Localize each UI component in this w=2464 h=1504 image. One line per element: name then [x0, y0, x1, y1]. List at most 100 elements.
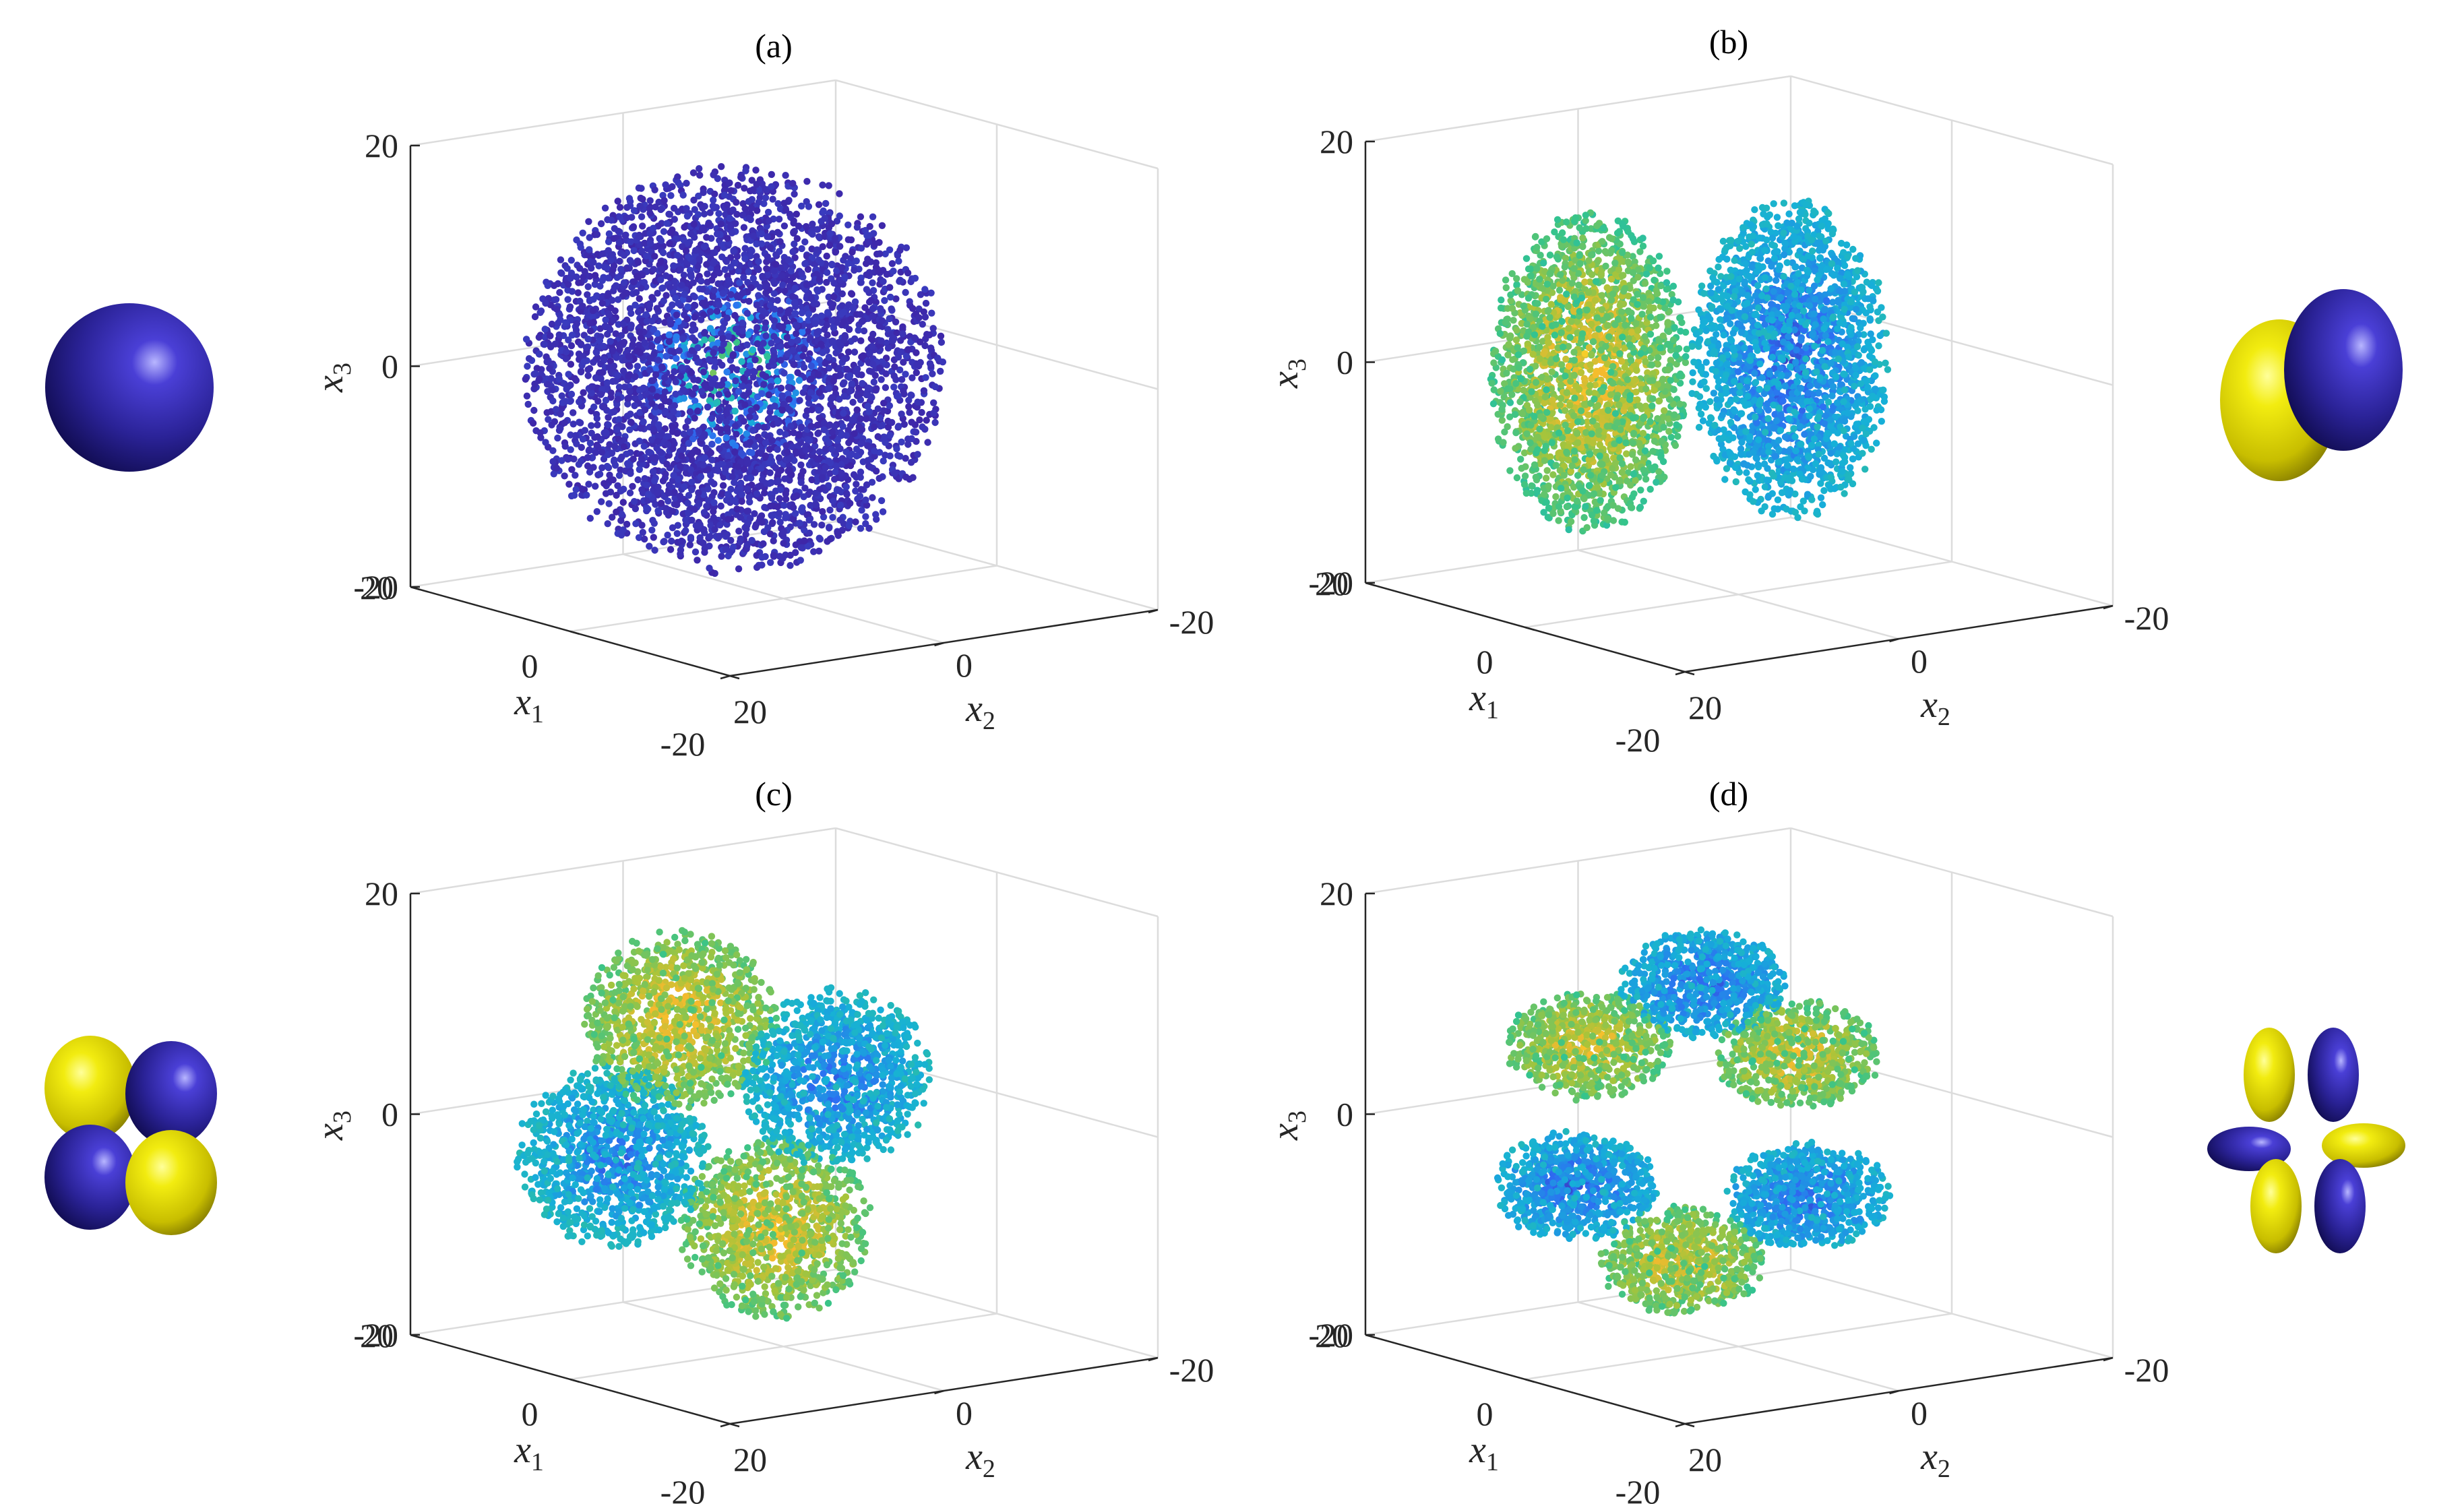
- scatter-point: [641, 536, 648, 542]
- scatter-point: [610, 476, 617, 483]
- scatter-point: [748, 205, 755, 212]
- scatter-point: [733, 431, 739, 437]
- scatter-point: [646, 210, 653, 216]
- scatter-point: [687, 255, 694, 261]
- scatter-point: [725, 491, 732, 498]
- scatter-point: [544, 409, 551, 416]
- scatter-point: [621, 232, 628, 239]
- scatter-point: [655, 356, 662, 363]
- scatter-point: [605, 274, 611, 281]
- scatter-point: [1549, 369, 1556, 375]
- scatter-point: [720, 290, 727, 296]
- scatter-point: [779, 555, 786, 561]
- scatter-point: [830, 293, 837, 300]
- scatter-point: [542, 300, 549, 307]
- scatter-point: [912, 421, 919, 428]
- scatter-point: [696, 500, 702, 507]
- scatter-point: [626, 388, 633, 395]
- scatter-point: [658, 449, 665, 456]
- scatter-point: [627, 239, 634, 245]
- scatter-point: [730, 247, 737, 254]
- scatter-point: [829, 429, 836, 435]
- scatter-point: [737, 174, 744, 181]
- scatter-point: [666, 332, 673, 338]
- scatter-point: [853, 480, 859, 487]
- scatter-point: [625, 353, 632, 360]
- scatter-point: [771, 306, 778, 313]
- scatter-point: [704, 486, 711, 493]
- scatter-point: [836, 445, 843, 452]
- scatter-point: [725, 452, 731, 459]
- scatter-point: [746, 414, 753, 420]
- scatter-point: [880, 458, 887, 464]
- scatter-point: [758, 519, 765, 526]
- scatter-point: [690, 197, 697, 203]
- scatter-point: [788, 339, 795, 346]
- scatter-point: [900, 358, 906, 365]
- scatter-point: [673, 355, 679, 362]
- scatter-point: [648, 527, 655, 534]
- scatter-point: [553, 465, 560, 472]
- scatter-point: [615, 197, 621, 204]
- scatter-point: [526, 355, 532, 362]
- scatter-point: [843, 366, 850, 373]
- scatter-point: [921, 426, 928, 433]
- scatter-point: [673, 501, 680, 508]
- scatter-point: [724, 315, 731, 321]
- scatter-point: [762, 373, 769, 380]
- scatter-point: [667, 284, 673, 290]
- scatter-point: [786, 396, 793, 403]
- scatter-point: [808, 363, 815, 369]
- scatter-point: [651, 546, 658, 553]
- scatter-point: [667, 546, 674, 553]
- scatter-point: [890, 383, 897, 390]
- scatter-point: [787, 552, 794, 559]
- scatter-point: [860, 352, 867, 359]
- scatter-point: [636, 203, 643, 210]
- scatter-point: [638, 456, 645, 462]
- scatter-point: [762, 194, 769, 201]
- scatter-point: [880, 278, 886, 285]
- scatter-point: [739, 327, 745, 334]
- scatter-point: [746, 499, 753, 505]
- scatter-point: [691, 302, 698, 309]
- scatter-point: [745, 519, 751, 526]
- scatter-point: [561, 472, 567, 479]
- scatter-point: [761, 504, 768, 511]
- scatter-point: [828, 394, 835, 401]
- scatter-point: [590, 404, 597, 410]
- scatter-point: [671, 402, 678, 409]
- scatter-point: [732, 408, 739, 414]
- scatter-point: [748, 407, 755, 414]
- scatter-point: [761, 489, 768, 496]
- scatter-point: [647, 197, 654, 204]
- scatter-point: [681, 224, 687, 230]
- scatter-point: [536, 350, 543, 357]
- scatter-point: [604, 379, 611, 386]
- scatter-point: [877, 307, 884, 313]
- scatter-point: [875, 268, 882, 275]
- scatter-point: [582, 427, 588, 434]
- scatter-point: [729, 206, 736, 213]
- scatter-point: [687, 429, 694, 435]
- scatter-point: [818, 341, 824, 348]
- scatter-point: [913, 429, 919, 435]
- scatter-point: [824, 253, 830, 259]
- scatter-point: [764, 433, 771, 439]
- scatter-point: [652, 371, 659, 378]
- scatter-point: [599, 300, 606, 307]
- scatter-point: [776, 454, 782, 461]
- scatter-point: [858, 371, 865, 378]
- scatter-point: [611, 284, 618, 290]
- scatter-point: [691, 414, 698, 421]
- scatter-point: [762, 283, 769, 290]
- scatter-point: [617, 265, 624, 272]
- scatter-point: [556, 375, 563, 382]
- scatter-point: [611, 225, 618, 232]
- scatter-point: [869, 305, 876, 312]
- scatter-point: [780, 540, 787, 546]
- scatter-point: [806, 437, 813, 443]
- scatter-point: [663, 272, 669, 279]
- scatter-point: [784, 449, 791, 456]
